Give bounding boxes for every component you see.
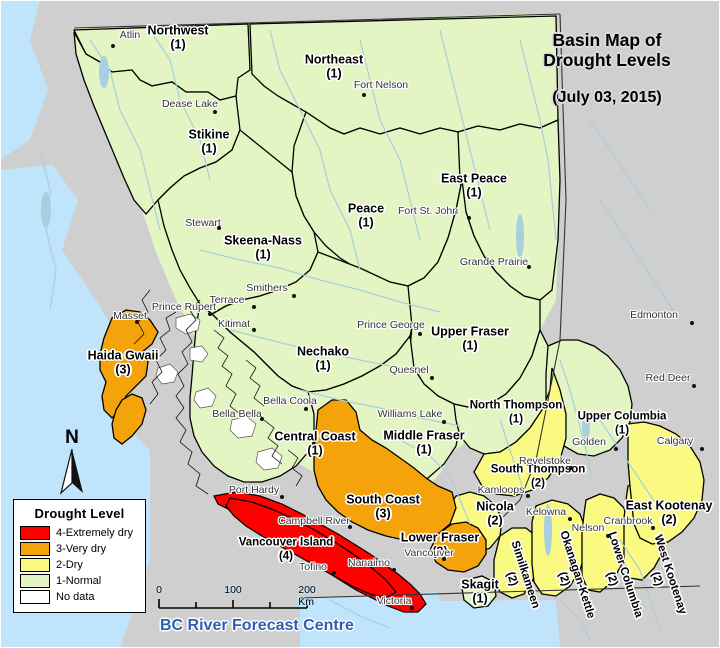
nodata-areas [155, 313, 283, 471]
legend-swatch [20, 574, 50, 588]
city-marker-icon [392, 568, 396, 572]
legend-label: 4-Extremely dry [56, 527, 134, 539]
map-title: Basin Map of Drought Levels (July 03, 20… [512, 30, 702, 108]
city-marker-icon [208, 312, 212, 316]
scale-tick-label: 200 Km [298, 584, 316, 608]
city-marker-icon [260, 417, 264, 421]
coastline-detail [133, 289, 303, 495]
city-marker-icon [111, 44, 115, 48]
city-marker-icon [651, 526, 655, 530]
city-marker-icon [568, 517, 572, 521]
title-date: (July 03, 2015) [552, 89, 662, 106]
city-marker-icon [606, 534, 610, 538]
city-marker-icon [135, 320, 139, 324]
legend-label: 3-Very dry [56, 543, 107, 555]
legend-item: 2-Dry [20, 558, 139, 572]
city-marker-icon [614, 447, 618, 451]
city-marker-icon [348, 525, 352, 529]
basins-level-4 [213, 491, 427, 613]
legend-swatch [20, 526, 50, 540]
north-arrow-icon [59, 448, 83, 495]
legend-item: 1-Normal [20, 574, 139, 588]
drought-level-legend: Drought Level 4-Extremely dry 3-Very dry 2… [13, 499, 146, 613]
legend-swatch [20, 590, 50, 604]
legend-label: No data [56, 591, 95, 603]
city-marker-icon [430, 376, 434, 380]
city-marker-icon [569, 466, 573, 470]
title-line-2: Drought Levels [543, 50, 671, 70]
rivers [39, 29, 681, 641]
map-credit: BC River Forecast Centre [160, 617, 354, 634]
legend-item: 4-Extremely dry [20, 526, 139, 540]
city-marker-icon [362, 93, 366, 97]
legend-item: 3-Very dry [20, 542, 139, 556]
legend-swatch [20, 542, 50, 556]
north-arrow-label: N [65, 427, 79, 448]
city-marker-icon [332, 571, 336, 575]
city-marker-icon [213, 110, 217, 114]
city-marker-icon [252, 328, 256, 332]
city-marker-icon [526, 494, 530, 498]
legend-label: 1-Normal [56, 575, 102, 587]
city-marker-icon [692, 384, 696, 388]
city-marker-icon [442, 557, 446, 561]
basins-level-3 [99, 309, 487, 573]
legend-label: 2-Dry [56, 559, 83, 571]
basins-level-1 [72, 15, 633, 609]
legend-rows: 4-Extremely dry 3-Very dry 2-Dry 1-Normal No… [20, 526, 139, 604]
scale-bar-labels: 0 100 200 Km [156, 584, 316, 608]
province-boundary [73, 13, 701, 599]
legend-item: No data [20, 590, 139, 604]
legend-swatch [20, 558, 50, 572]
scale-bar: 0 100 200 Km [156, 584, 316, 616]
scale-bar-graphic [158, 599, 308, 609]
city-marker-icon [410, 606, 414, 610]
city-marker-icon [217, 226, 221, 230]
city-marker-icon [527, 265, 531, 269]
scale-tick-label: 0 [156, 584, 162, 596]
city-marker-icon [304, 407, 308, 411]
city-marker-icon [690, 321, 694, 325]
city-marker-icon [467, 216, 471, 220]
city-marker-icon [280, 495, 284, 499]
city-marker-icon [700, 447, 704, 451]
legend-title: Drought Level [34, 506, 125, 521]
title-line-1: Basin Map of [552, 30, 662, 50]
north-arrow: N [52, 428, 92, 498]
city-marker-icon [442, 420, 446, 424]
scale-tick-label: 100 [224, 584, 242, 596]
city-marker-icon [292, 294, 296, 298]
city-marker-icon [252, 305, 256, 309]
alberta-land [520, 16, 700, 440]
city-marker-icon [418, 332, 422, 336]
